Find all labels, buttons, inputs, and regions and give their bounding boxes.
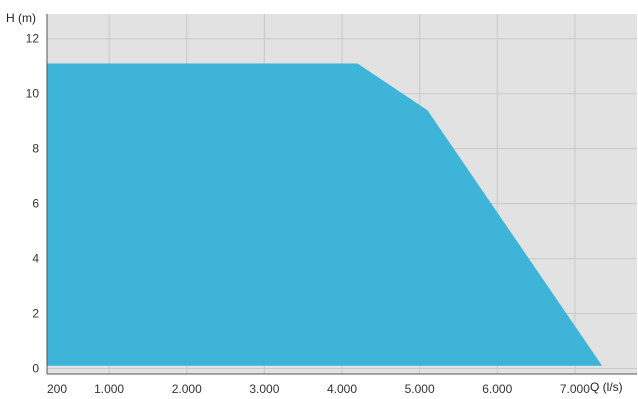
x-tick-label: 6.000 [482,382,512,396]
x-axis-label: Q (l/s) [590,380,623,394]
y-axis-label: H (m) [6,11,36,25]
y-tick-label: 10 [26,87,40,101]
y-tick-label: 2 [32,307,39,321]
x-tick-label: 3.000 [249,382,279,396]
x-tick-label: 4.000 [327,382,357,396]
y-tick-label: 4 [32,252,39,266]
x-tick-labels: 200 1.000 2.000 3.000 4.000 5.000 6.000 7.000 [47,382,590,396]
x-tick-label: 7.000 [560,382,590,396]
x-tick-label: 2.000 [172,382,202,396]
y-tick-label: 12 [26,32,40,46]
y-tick-label: 8 [32,142,39,156]
y-tick-label: 6 [32,197,39,211]
x-tick-label: 1.000 [94,382,124,396]
x-tick-label: 200 [47,382,67,396]
y-tick-labels: 0 2 4 6 8 10 12 [26,32,40,376]
x-tick-label: 5.000 [405,382,435,396]
y-tick-label: 0 [32,362,39,376]
